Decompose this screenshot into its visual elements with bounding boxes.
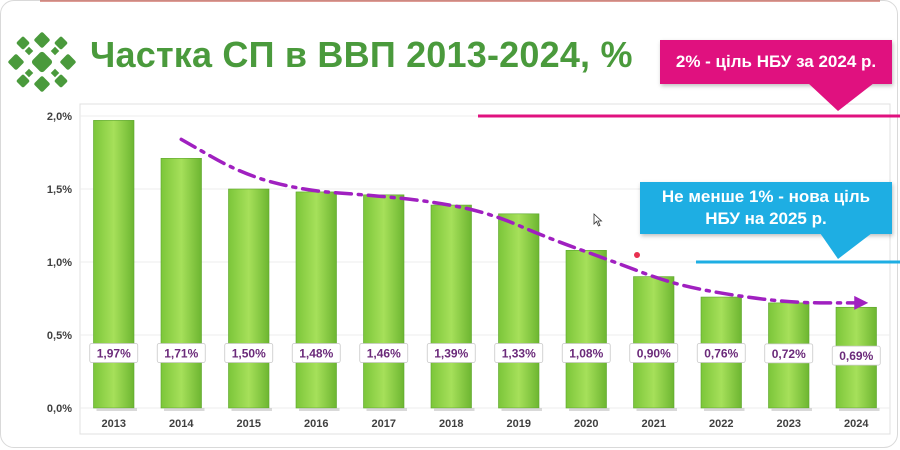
- bar-2014: [160, 158, 202, 409]
- bar-shadow: [434, 408, 475, 411]
- data-label-text: 1,08%: [569, 347, 603, 361]
- x-tick-label-2015: 2015: [237, 418, 261, 430]
- data-label-2022: 0,76%: [696, 343, 746, 363]
- trend-line-path: [179, 137, 858, 305]
- data-label-2023: 0,72%: [764, 343, 814, 364]
- data-label-box: [426, 343, 476, 363]
- x-axis-ticks: 2013 2014 2015 2016 2017 2018 2019 2020 2021 2022…: [102, 418, 870, 430]
- bar-shadow: [366, 408, 407, 411]
- bar-shadow: [704, 408, 745, 411]
- x-tick-label-2019: 2019: [507, 418, 531, 430]
- bars: [93, 120, 880, 411]
- trend-line: [179, 137, 869, 310]
- y-tick-label: 2,0%: [47, 111, 72, 123]
- data-label-2016: 1,48%: [291, 343, 341, 363]
- data-label-2015: 1,50%: [224, 343, 274, 363]
- bar-shadow: [299, 408, 340, 411]
- trend-arrowhead: [854, 295, 869, 310]
- data-label-box: [494, 343, 544, 363]
- callout-pink-arrow: [808, 83, 874, 111]
- bar-2015: [228, 188, 270, 409]
- data-labels: 1,97% 1,71% 1,50% 1,48% 1,46% 1,39% 1,33% 1,08%…: [89, 343, 881, 366]
- data-label-2017: 1,46%: [359, 343, 409, 363]
- bar-2013: [93, 120, 135, 409]
- data-label-2021: 0,90%: [629, 343, 679, 363]
- callout-1pct-line2: НБУ на 2025 р.: [705, 209, 827, 228]
- bar-2021: [633, 276, 675, 409]
- y-tick-label: 0,5%: [47, 330, 72, 342]
- data-label-text: 0,69%: [839, 349, 873, 363]
- bar-2017: [363, 194, 405, 409]
- bar-shadow: [164, 408, 205, 411]
- data-label-box: [291, 343, 341, 363]
- callout-1pct-line1: Не менше 1% - нова ціль: [661, 187, 871, 206]
- data-label-2024: 0,69%: [831, 345, 881, 366]
- callout-blue-arrow: [820, 233, 872, 259]
- data-label-text: 1,97%: [97, 347, 131, 361]
- data-label-2014: 1,71%: [156, 343, 206, 363]
- x-tick-label-2021: 2021: [642, 418, 666, 430]
- data-label-box: [359, 343, 409, 363]
- callout-2pct-text: 2% - ціль НБУ за 2024 р.: [675, 52, 877, 71]
- bar-shadow: [771, 408, 812, 411]
- x-tick-label-2016: 2016: [304, 418, 328, 430]
- data-label-text: 1,33%: [502, 347, 536, 361]
- x-tick-label-2013: 2013: [102, 418, 126, 430]
- bar-shadow: [501, 408, 542, 411]
- x-tick-label-2023: 2023: [777, 418, 801, 430]
- bar-2020: [565, 250, 607, 409]
- data-label-text: 1,39%: [434, 347, 468, 361]
- page-title: Частка СП в ВВП 2013-2024, %: [90, 34, 633, 75]
- data-label-box: [561, 343, 611, 363]
- data-label-2013: 1,97%: [89, 343, 139, 363]
- pointer-dot: [634, 252, 640, 258]
- data-label-2020: 1,08%: [561, 343, 611, 363]
- bar-2018: [430, 204, 472, 409]
- data-label-box: [156, 343, 206, 363]
- callout-2pct-target: 2% - ціль НБУ за 2024 р.: [660, 40, 892, 84]
- data-label-text: 1,48%: [299, 347, 333, 361]
- x-tick-label-2024: 2024: [844, 418, 869, 430]
- y-tick-label: 1,0%: [47, 257, 72, 269]
- data-label-box: [224, 343, 274, 363]
- y-tick-label: 1,5%: [47, 184, 72, 196]
- x-tick-label-2018: 2018: [439, 418, 463, 430]
- data-label-text: 1,46%: [367, 347, 401, 361]
- data-label-2019: 1,33%: [494, 343, 544, 363]
- data-label-text: 0,90%: [637, 347, 671, 361]
- data-label-text: 0,72%: [772, 347, 806, 361]
- bar-shadow: [569, 408, 610, 411]
- bar-2016: [295, 191, 337, 409]
- data-label-text: 1,50%: [232, 347, 266, 361]
- data-label-text: 1,71%: [164, 347, 198, 361]
- data-label-text: 0,76%: [704, 347, 738, 361]
- data-label-box: [831, 345, 881, 366]
- y-tick-label: 0,0%: [47, 403, 72, 415]
- x-tick-label-2022: 2022: [709, 418, 733, 430]
- bar-shadow: [636, 408, 677, 411]
- data-label-box: [764, 343, 814, 364]
- bar-shadow: [231, 408, 272, 411]
- mouse-cursor-icon: [593, 213, 603, 227]
- data-label-box: [629, 343, 679, 363]
- data-label-box: [89, 343, 139, 363]
- bar-shadow: [839, 408, 880, 411]
- top-accent-line: [40, 0, 880, 2]
- bar-2019: [498, 213, 540, 409]
- bar-shadow: [96, 408, 137, 411]
- data-label-box: [696, 343, 746, 363]
- y-axis-ticks: 0,0% 0,5% 1,0% 1,5% 2,0%: [47, 111, 72, 415]
- x-tick-label-2020: 2020: [574, 418, 598, 430]
- snowflake-logo-icon: [8, 32, 76, 92]
- x-tick-label-2017: 2017: [372, 418, 396, 430]
- x-tick-label-2014: 2014: [169, 418, 194, 430]
- callout-1pct-target: Не менше 1% - нова ціль НБУ на 2025 р.: [640, 182, 892, 234]
- data-label-2018: 1,39%: [426, 343, 476, 363]
- reference-lines: [478, 114, 900, 264]
